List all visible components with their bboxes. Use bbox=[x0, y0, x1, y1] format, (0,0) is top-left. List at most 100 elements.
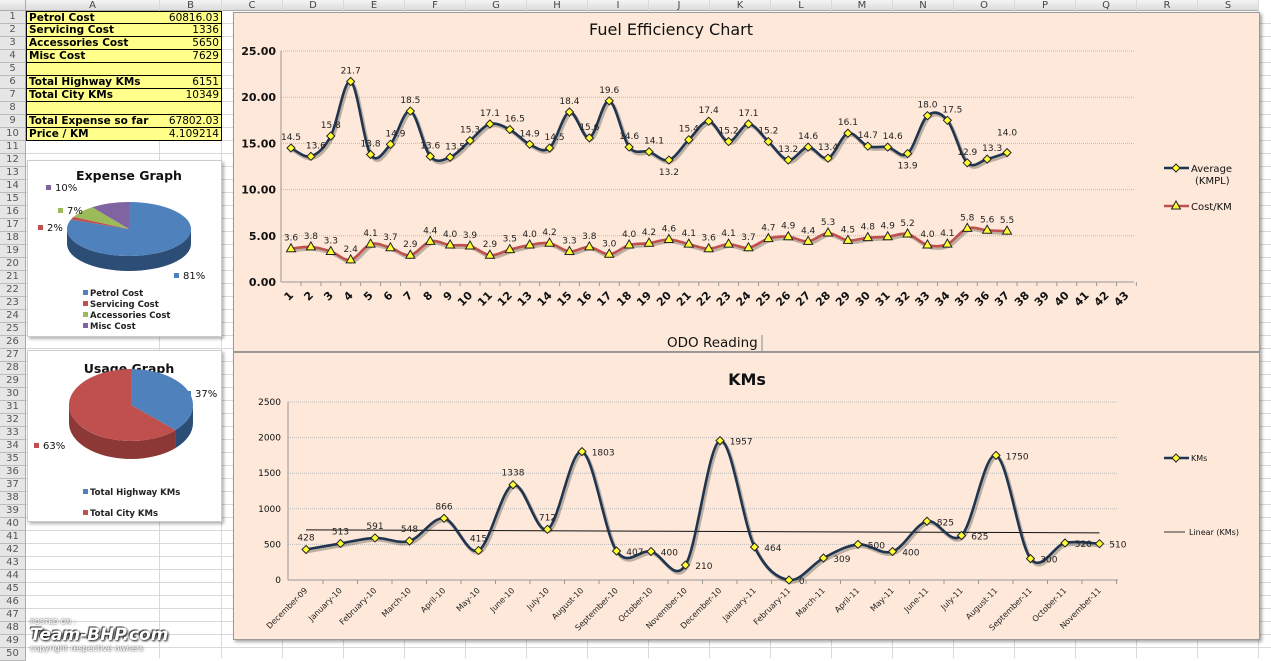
column-header-H[interactable]: H bbox=[527, 0, 587, 11]
row-header-7[interactable]: 7 bbox=[0, 89, 26, 102]
row-header-31[interactable]: 31 bbox=[0, 401, 26, 414]
cell-label[interactable]: Servicing Cost bbox=[26, 24, 161, 37]
cell-value[interactable]: 4.109214 bbox=[160, 128, 222, 141]
column-header-P[interactable]: P bbox=[1015, 0, 1075, 11]
column-header-M[interactable]: M bbox=[832, 0, 892, 11]
row-header-45[interactable]: 45 bbox=[0, 583, 26, 596]
row-header-38[interactable]: 38 bbox=[0, 492, 26, 505]
row-header-41[interactable]: 41 bbox=[0, 531, 26, 544]
cell-value[interactable]: 7629 bbox=[160, 50, 222, 63]
row-header-4[interactable]: 4 bbox=[0, 50, 26, 63]
row-header-24[interactable]: 24 bbox=[0, 310, 26, 323]
row-header-3[interactable]: 3 bbox=[0, 37, 26, 50]
row-header-21[interactable]: 21 bbox=[0, 271, 26, 284]
row-header-17[interactable]: 17 bbox=[0, 219, 26, 232]
row-header-13[interactable]: 13 bbox=[0, 167, 26, 180]
row-header-36[interactable]: 36 bbox=[0, 466, 26, 479]
cell-value[interactable]: 6151 bbox=[160, 76, 222, 89]
column-header-G[interactable]: G bbox=[466, 0, 526, 11]
column-header-K[interactable]: K bbox=[710, 0, 770, 11]
cell-value[interactable]: 1336 bbox=[160, 24, 222, 37]
row-header-20[interactable]: 20 bbox=[0, 258, 26, 271]
expense-graph-panel[interactable]: Expense Graph 81% 2% 7% 10% Petrol Cost Servic… bbox=[27, 160, 222, 337]
row-header-34[interactable]: 34 bbox=[0, 440, 26, 453]
cell-label[interactable]: Total City KMs bbox=[26, 89, 161, 102]
cell-value[interactable]: 5650 bbox=[160, 37, 222, 50]
kms-chart-panel[interactable]: KMs 0 500 1000 1500 2000 2500 December-09 Januar… bbox=[233, 352, 1260, 640]
x-tick-label: 23 bbox=[714, 289, 734, 309]
cell-label[interactable]: Misc Cost bbox=[26, 50, 161, 63]
cell-value[interactable]: 60816.03 bbox=[160, 11, 222, 24]
data-point bbox=[863, 141, 873, 151]
row-header-49[interactable]: 49 bbox=[0, 635, 26, 648]
cell-label[interactable]: Price / KM bbox=[26, 128, 161, 141]
cell-value[interactable] bbox=[160, 63, 222, 76]
data-label: 0 bbox=[799, 577, 805, 587]
row-header-8[interactable]: 8 bbox=[0, 102, 26, 115]
cell-label[interactable]: Total Expense so far bbox=[26, 115, 161, 128]
column-header-D[interactable]: D bbox=[283, 0, 343, 11]
cell-label[interactable]: Accessories Cost bbox=[26, 37, 161, 50]
row-header-1[interactable]: 1 bbox=[0, 11, 26, 24]
row-header-11[interactable]: 11 bbox=[0, 141, 26, 154]
row-header-46[interactable]: 46 bbox=[0, 596, 26, 609]
column-header-B[interactable]: B bbox=[160, 0, 221, 11]
row-header-42[interactable]: 42 bbox=[0, 544, 26, 557]
row-header-5[interactable]: 5 bbox=[0, 63, 26, 76]
data-point bbox=[902, 148, 913, 159]
cell-label[interactable] bbox=[26, 102, 161, 115]
row-header-37[interactable]: 37 bbox=[0, 479, 26, 492]
column-header-N[interactable]: N bbox=[893, 0, 953, 11]
column-header-S[interactable]: S bbox=[1198, 0, 1258, 11]
column-header-L[interactable]: L bbox=[771, 0, 831, 11]
cell-label[interactable] bbox=[26, 63, 161, 76]
row-header-48[interactable]: 48 bbox=[0, 622, 26, 635]
select-all-corner[interactable] bbox=[0, 0, 26, 11]
column-header-A[interactable]: A bbox=[26, 0, 159, 11]
cell-label[interactable]: Total Highway KMs bbox=[26, 76, 161, 89]
row-header-10[interactable]: 10 bbox=[0, 128, 26, 141]
cell-value[interactable]: 10349 bbox=[160, 89, 222, 102]
column-header-Q[interactable]: Q bbox=[1076, 0, 1136, 11]
row-header-16[interactable]: 16 bbox=[0, 206, 26, 219]
row-header-29[interactable]: 29 bbox=[0, 375, 26, 388]
row-header-2[interactable]: 2 bbox=[0, 24, 26, 37]
row-header-50[interactable]: 50 bbox=[0, 648, 26, 661]
row-header-39[interactable]: 39 bbox=[0, 505, 26, 518]
row-header-40[interactable]: 40 bbox=[0, 518, 26, 531]
row-header-6[interactable]: 6 bbox=[0, 76, 26, 89]
row-header-18[interactable]: 18 bbox=[0, 232, 26, 245]
row-header-32[interactable]: 32 bbox=[0, 414, 26, 427]
row-header-30[interactable]: 30 bbox=[0, 388, 26, 401]
row-header-15[interactable]: 15 bbox=[0, 193, 26, 206]
row-header-25[interactable]: 25 bbox=[0, 323, 26, 336]
legend-marker bbox=[1171, 163, 1181, 173]
row-header-35[interactable]: 35 bbox=[0, 453, 26, 466]
row-header-28[interactable]: 28 bbox=[0, 362, 26, 375]
fuel-efficiency-chart-panel[interactable]: Fuel Efficiency Chart 0.00 5.00 10.00 15.00 2… bbox=[233, 12, 1260, 352]
row-header-22[interactable]: 22 bbox=[0, 284, 26, 297]
row-header-14[interactable]: 14 bbox=[0, 180, 26, 193]
column-header-E[interactable]: E bbox=[344, 0, 404, 11]
column-header-O[interactable]: O bbox=[954, 0, 1014, 11]
row-header-33[interactable]: 33 bbox=[0, 427, 26, 440]
column-header-J[interactable]: J bbox=[649, 0, 709, 11]
column-header-F[interactable]: F bbox=[405, 0, 465, 11]
data-point bbox=[922, 516, 932, 526]
row-header-27[interactable]: 27 bbox=[0, 349, 26, 362]
row-header-44[interactable]: 44 bbox=[0, 570, 26, 583]
row-header-23[interactable]: 23 bbox=[0, 297, 26, 310]
row-header-12[interactable]: 12 bbox=[0, 154, 26, 167]
column-header-C[interactable]: C bbox=[222, 0, 282, 11]
cell-value[interactable] bbox=[160, 102, 222, 115]
row-header-47[interactable]: 47 bbox=[0, 609, 26, 622]
row-header-9[interactable]: 9 bbox=[0, 115, 26, 128]
row-header-43[interactable]: 43 bbox=[0, 557, 26, 570]
column-header-R[interactable]: R bbox=[1137, 0, 1197, 11]
usage-graph-panel[interactable]: Usage Graph 37% 63% Total Highway KMs Total … bbox=[27, 350, 222, 522]
cell-label[interactable]: Petrol Cost bbox=[26, 11, 161, 24]
cell-value[interactable]: 67802.03 bbox=[160, 115, 222, 128]
row-header-19[interactable]: 19 bbox=[0, 245, 26, 258]
column-header-I[interactable]: I bbox=[588, 0, 648, 11]
row-header-26[interactable]: 26 bbox=[0, 336, 26, 349]
